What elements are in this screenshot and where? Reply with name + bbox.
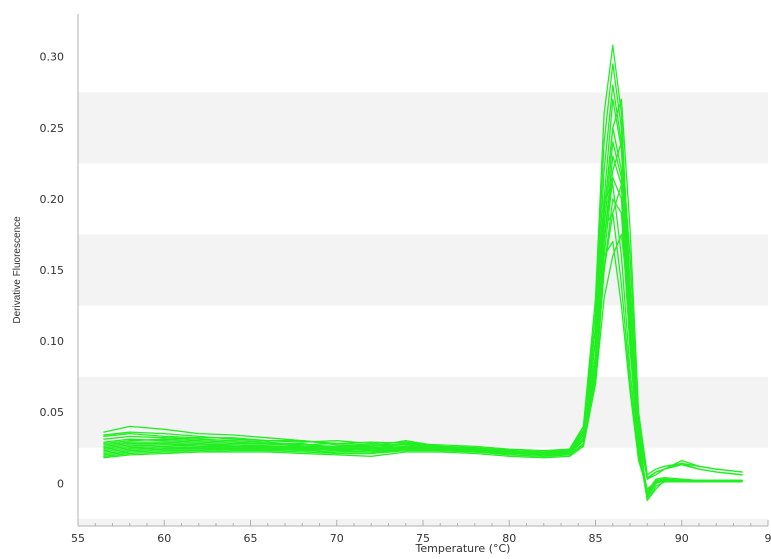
x-tick-label: 90 (675, 532, 689, 545)
x-tick-label: 60 (157, 532, 171, 545)
y-tick-label: 0.20 (40, 193, 65, 206)
y-tick-label: 0.15 (40, 264, 65, 277)
grid-band (78, 92, 768, 163)
grid-band (78, 306, 768, 377)
y-tick-label: 0.05 (40, 406, 65, 419)
grid-band (78, 448, 768, 519)
x-tick-label: 55 (71, 532, 85, 545)
x-tick-label: 70 (330, 532, 344, 545)
y-axis-title: Derivative Fluorescence (12, 216, 23, 324)
x-axis-title: Temperature (°C) (415, 542, 511, 555)
y-tick-label: 0.25 (40, 122, 65, 135)
x-tick-label: 65 (244, 532, 258, 545)
x-tick-label: 9 (765, 532, 771, 545)
grid-band (78, 234, 768, 305)
y-tick-label: 0.30 (40, 51, 65, 64)
x-tick-label: 85 (589, 532, 603, 545)
grid-band (78, 163, 768, 234)
y-tick-label: 0.10 (40, 335, 65, 348)
y-tick-label: 0 (57, 477, 64, 490)
grid-band (78, 14, 768, 92)
